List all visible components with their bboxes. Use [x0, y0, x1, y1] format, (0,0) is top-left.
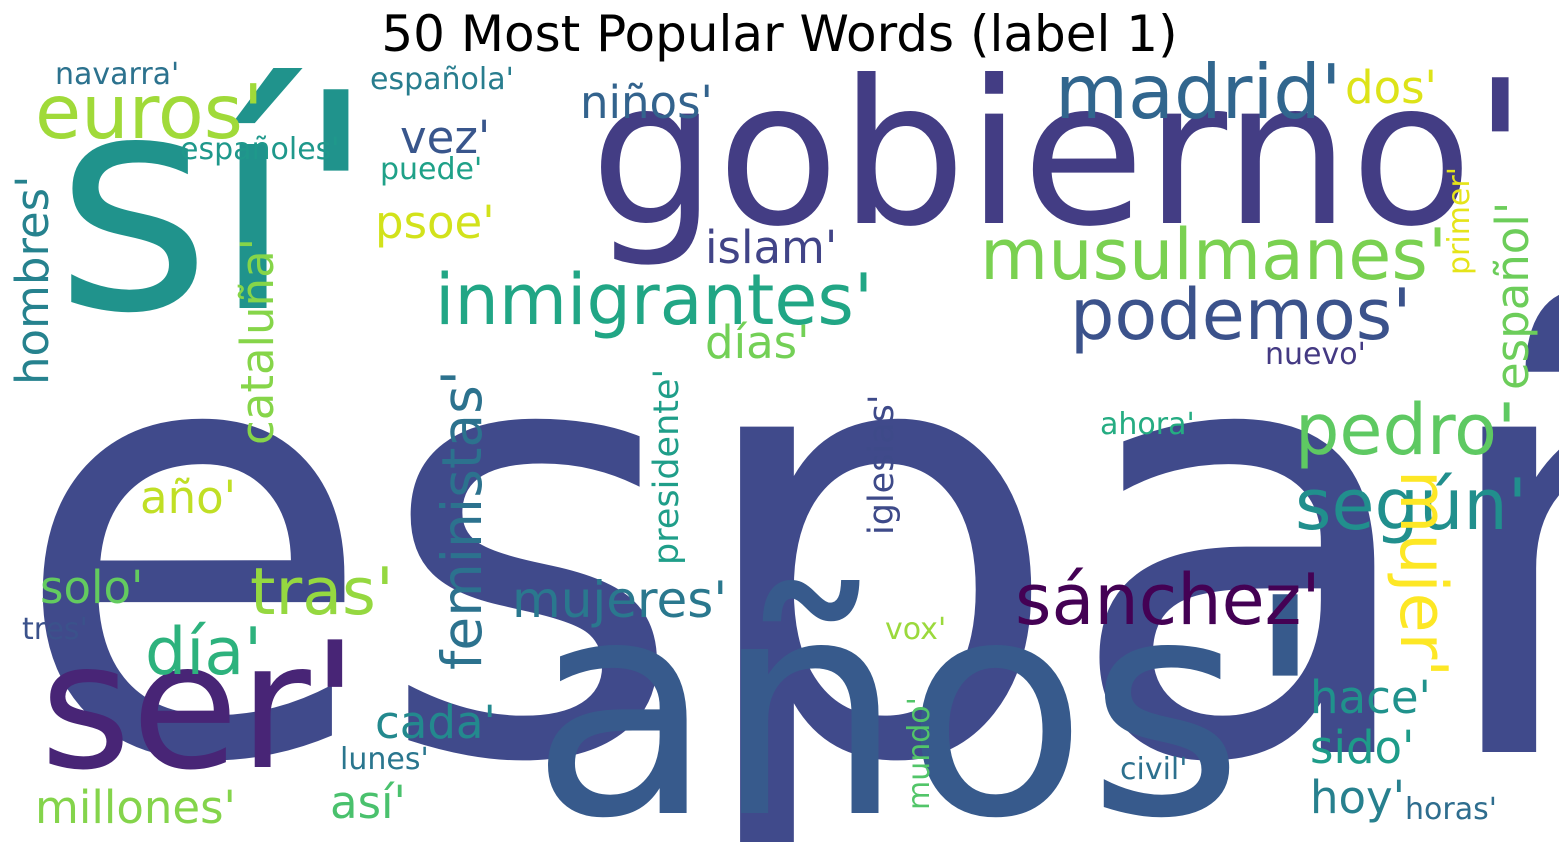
- cloud-word: vez': [400, 111, 491, 164]
- cloud-word: musulmanes': [980, 214, 1448, 296]
- cloud-word: islam': [705, 221, 838, 274]
- cloud-word: sánchez': [1015, 559, 1321, 641]
- cloud-word: años': [530, 535, 1327, 842]
- cloud-word: ahora': [1100, 407, 1195, 442]
- cloud-word: vox': [885, 612, 947, 647]
- cloud-word: nuevo': [1265, 337, 1366, 372]
- cloud-word: tres': [22, 612, 88, 647]
- cloud-word: mujer': [1385, 470, 1460, 678]
- cloud-word: horas': [1405, 792, 1497, 827]
- cloud-word: cada': [375, 696, 496, 749]
- cloud-word: lunes': [340, 742, 429, 777]
- cloud-word: navarra': [55, 57, 180, 92]
- cloud-word: español': [1486, 201, 1539, 390]
- cloud-word: día': [145, 615, 263, 690]
- cloud-word: euros': [35, 68, 264, 156]
- cloud-word: así': [330, 776, 406, 829]
- cloud-word: pedro': [1295, 389, 1517, 471]
- cloud-word: millones': [35, 781, 236, 834]
- cloud-word: española': [370, 62, 514, 97]
- cloud-word: madrid': [1055, 48, 1342, 136]
- cloud-word: primer': [1442, 167, 1477, 275]
- cloud-word: según': [1295, 464, 1527, 546]
- cloud-word: gobierno': [590, 38, 1528, 271]
- cloud-word: cataluña': [231, 237, 284, 445]
- cloud-word: tras': [250, 555, 394, 630]
- cloud-word: mujeres': [512, 571, 728, 629]
- cloud-word: solo': [40, 561, 144, 614]
- cloud-word: psoe': [375, 196, 495, 249]
- cloud-word: días': [705, 316, 810, 369]
- cloud-word: españoles': [180, 132, 340, 167]
- cloud-word: presidente': [647, 368, 687, 565]
- cloud-word: civil': [1120, 752, 1188, 787]
- cloud-word: dos': [1345, 61, 1437, 114]
- cloud-word: inmigrantes': [435, 259, 874, 341]
- cloud-word: mundo': [902, 697, 937, 810]
- cloud-word: españa': [10, 201, 1559, 842]
- cloud-word: hace': [1310, 671, 1431, 724]
- cloud-word: iglesias': [862, 394, 902, 535]
- cloud-word: puede': [380, 152, 483, 187]
- cloud-word: feministas': [430, 370, 494, 670]
- cloud-word: niños': [580, 76, 713, 129]
- cloud-word: año': [140, 471, 236, 524]
- cloud-word: hombres': [6, 175, 59, 385]
- cloud-word: sí': [55, 30, 378, 379]
- cloud-word: sido': [1310, 721, 1415, 774]
- cloud-word: hoy': [1310, 771, 1406, 824]
- cloud-word: ser': [40, 606, 359, 809]
- cloud-word: podemos': [1070, 274, 1412, 356]
- figure-title: 50 Most Popular Words (label 1): [381, 5, 1178, 63]
